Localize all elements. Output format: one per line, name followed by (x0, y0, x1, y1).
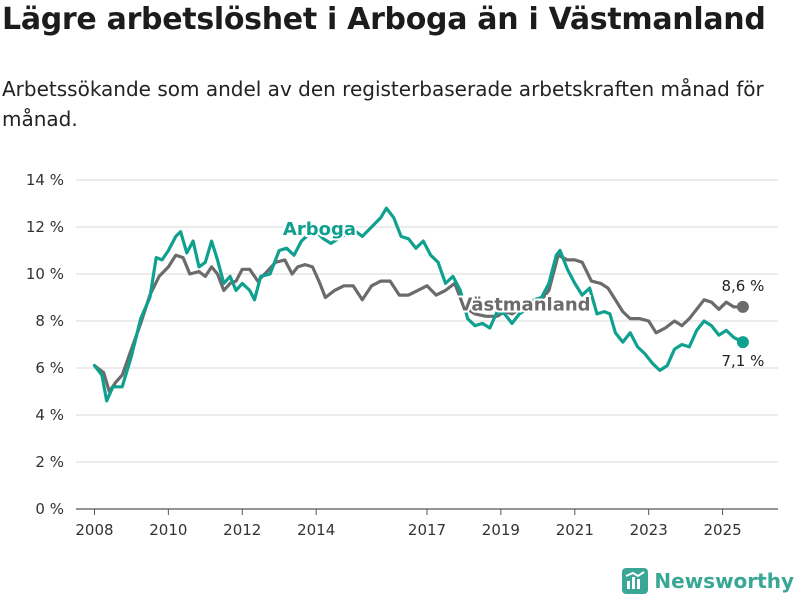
y-tick-label: 0 % (35, 500, 64, 518)
x-axis-ticks: 2008 2010 2012 2014 2017 2019 2021 2023 2025 (75, 509, 742, 539)
x-tick-label: 2021 (556, 521, 594, 539)
series-label-vastmanland: Västmanland (458, 294, 590, 315)
brand-name: Newsworthy (654, 569, 794, 593)
brand-logo: Newsworthy (622, 568, 794, 594)
x-tick-label: 2025 (703, 521, 741, 539)
end-markers (736, 300, 749, 349)
series-label-arboga: Arboga (283, 219, 356, 240)
x-tick-label: 2017 (408, 521, 446, 539)
x-tick-label: 2008 (75, 521, 113, 539)
chart-title: Lägre arbetslöshet i Arboga än i Västman… (2, 2, 766, 37)
y-axis-ticks: 0 % 2 % 4 % 6 % 8 % 10 % 12 % 14 % (26, 171, 64, 518)
end-marker-arboga (736, 336, 749, 349)
x-tick-label: 2014 (297, 521, 335, 539)
x-tick-label: 2010 (149, 521, 187, 539)
y-tick-label: 12 % (26, 218, 64, 236)
grid-lines (76, 179, 778, 510)
y-tick-label: 10 % (26, 265, 64, 283)
end-value-label-arboga: 7,1 % (721, 352, 764, 370)
x-tick-label: 2019 (482, 521, 520, 539)
series-labels: Arboga Västmanland 7,1 % 8,6 % (281, 217, 764, 370)
series-line-vastmanland (92, 253, 745, 394)
newsworthy-logo-icon (622, 568, 649, 594)
series-line-arboga (92, 206, 745, 403)
y-tick-label: 8 % (35, 312, 64, 330)
y-tick-label: 6 % (35, 359, 64, 377)
end-marker-vastmanland (736, 300, 749, 313)
x-tick-label: 2023 (630, 521, 668, 539)
x-tick-label: 2012 (223, 521, 261, 539)
y-tick-label: 14 % (26, 171, 64, 189)
y-tick-label: 2 % (35, 453, 64, 471)
y-tick-label: 4 % (35, 406, 64, 424)
end-value-label-vastmanland: 8,6 % (721, 277, 764, 295)
chart-subtitle: Arbetssökande som andel av den registerb… (2, 77, 764, 131)
series-lines (92, 206, 745, 403)
